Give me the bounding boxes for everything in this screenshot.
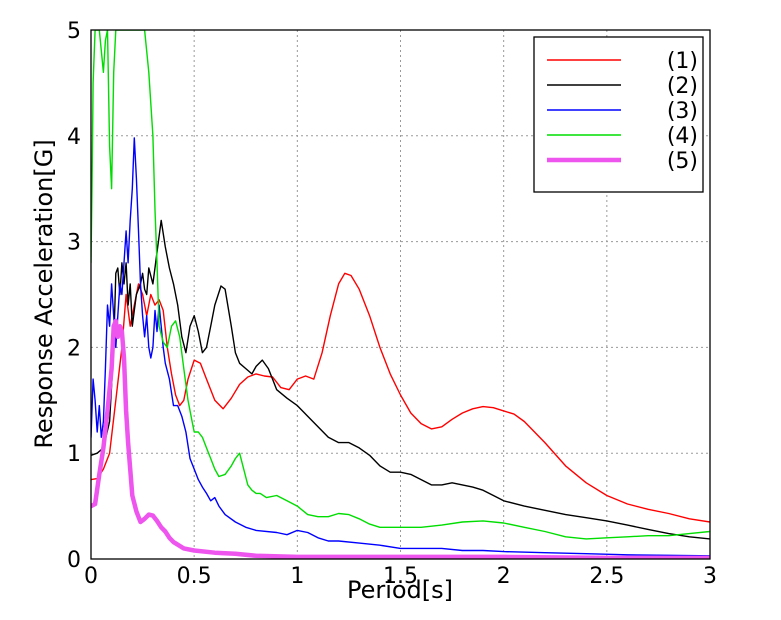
x-tick-label: 1.5 — [383, 564, 418, 589]
x-tick-label: 0 — [84, 564, 98, 589]
y-tick-label: 3 — [67, 231, 81, 256]
x-tick-label: 0.5 — [177, 564, 212, 589]
y-tick-label: 1 — [67, 442, 81, 467]
y-tick-label: 5 — [67, 19, 81, 44]
x-tick-label: 3 — [703, 564, 717, 589]
x-tick-label: 1 — [290, 564, 304, 589]
series-line-5 — [91, 318, 710, 559]
y-tick-label: 0 — [67, 548, 81, 573]
legend-label-2: (2) — [667, 74, 698, 99]
legend-box — [533, 36, 704, 193]
y-tick-label: 4 — [67, 125, 81, 150]
y-axis-label: Response Acceleration[G] — [30, 139, 58, 448]
x-axis-label: Period[s] — [347, 576, 453, 604]
plot-frame — [90, 29, 711, 560]
x-tick-label: 2.5 — [589, 564, 624, 589]
series-layer — [91, 30, 710, 559]
series-line-1 — [91, 272, 710, 523]
series-line-3 — [91, 137, 710, 557]
legend-label-3: (3) — [667, 99, 698, 124]
series-line-2 — [91, 219, 710, 540]
axis-ticks: 0 0.5 1 1.5 2 2.5 3 0 1 2 3 4 5 — [67, 19, 717, 589]
y-tick-label: 2 — [67, 336, 81, 361]
legend-label-1: (1) — [667, 49, 698, 74]
x-tick-label: 2 — [497, 564, 511, 589]
legend-label-5: (5) — [667, 149, 698, 174]
series-line-4 — [91, 30, 710, 540]
legend: (1)(2)(3)(4)(5) — [533, 36, 704, 193]
legend-label-4: (4) — [667, 124, 698, 149]
